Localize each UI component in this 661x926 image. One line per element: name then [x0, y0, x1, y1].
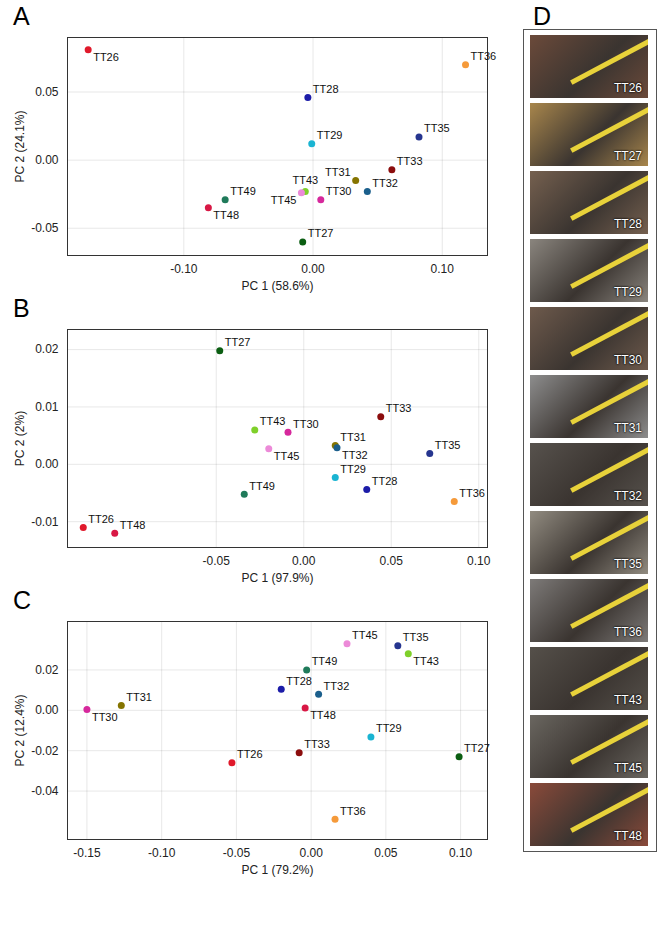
svg-text:TT45: TT45 — [274, 450, 300, 462]
html-text:TT31: TT31 — [614, 421, 642, 435]
svg-text:TT26: TT26 — [88, 513, 114, 525]
svg-text:0.10: 0.10 — [467, 554, 491, 568]
svg-text:TT36: TT36 — [459, 487, 485, 499]
svg-text:0.02: 0.02 — [35, 342, 59, 356]
html-text:D: D — [533, 2, 552, 30]
svg-text:PC 2 (24.1%): PC 2 (24.1%) — [13, 110, 27, 182]
svg-text:-0.01: -0.01 — [31, 515, 59, 529]
svg-text:TT43: TT43 — [260, 415, 286, 427]
svg-text:0.01: 0.01 — [35, 400, 59, 414]
svg-text:TT48: TT48 — [213, 209, 239, 221]
svg-text:TT29: TT29 — [317, 129, 343, 141]
svg-text:TT31: TT31 — [126, 691, 152, 703]
svg-text:TT45: TT45 — [271, 194, 297, 206]
svg-text:0.00: 0.00 — [35, 457, 59, 471]
svg-text:TT48: TT48 — [120, 519, 146, 531]
svg-text:TT35: TT35 — [424, 122, 450, 134]
svg-text:0.00: 0.00 — [292, 554, 316, 568]
svg-text:TT48: TT48 — [310, 709, 336, 721]
svg-text:0.05: 0.05 — [374, 846, 398, 860]
html-text:TT48: TT48 — [614, 829, 642, 843]
svg-text:TT30: TT30 — [326, 185, 352, 197]
svg-text:TT32: TT32 — [324, 680, 350, 692]
svg-text:TT49: TT49 — [312, 655, 338, 667]
html-text:C: C — [13, 586, 32, 614]
svg-text:TT33: TT33 — [386, 402, 412, 414]
svg-text:PC 1 (79.2%): PC 1 (79.2%) — [241, 863, 313, 877]
svg-text:0.05: 0.05 — [380, 554, 404, 568]
html-text:TT29: TT29 — [614, 285, 642, 299]
svg-text:-0.10: -0.10 — [170, 262, 198, 276]
svg-text:0.05: 0.05 — [35, 85, 59, 99]
svg-text:TT29: TT29 — [376, 722, 402, 734]
svg-text:TT27: TT27 — [225, 336, 251, 348]
html-text:TT43: TT43 — [614, 693, 642, 707]
svg-text:TT36: TT36 — [471, 50, 497, 62]
svg-text:0.00: 0.00 — [35, 153, 59, 167]
html-text:A: A — [13, 2, 30, 30]
svg-text:-0.02: -0.02 — [31, 744, 59, 758]
svg-text:0.00: 0.00 — [35, 703, 59, 717]
svg-text:TT30: TT30 — [293, 418, 319, 430]
svg-text:TT26: TT26 — [237, 748, 263, 760]
svg-text:TT28: TT28 — [372, 475, 398, 487]
svg-text:TT35: TT35 — [403, 631, 429, 643]
html-text:TT28: TT28 — [614, 217, 642, 231]
svg-text:TT43: TT43 — [413, 655, 439, 667]
svg-text:PC 1 (97.9%): PC 1 (97.9%) — [241, 571, 313, 585]
html-text:TT27: TT27 — [614, 149, 642, 163]
svg-text:0.00: 0.00 — [301, 262, 325, 276]
svg-text:TT31: TT31 — [340, 431, 366, 443]
html-text:TT30: TT30 — [614, 353, 642, 367]
svg-text:TT45: TT45 — [352, 629, 378, 641]
svg-text:TT43: TT43 — [292, 174, 318, 186]
svg-text:PC 1 (58.6%): PC 1 (58.6%) — [241, 279, 313, 293]
html-text:TT35: TT35 — [614, 557, 642, 571]
svg-text:0.10: 0.10 — [431, 262, 455, 276]
svg-text:PC 2 (12.4%): PC 2 (12.4%) — [13, 694, 27, 766]
svg-text:0.00: 0.00 — [299, 846, 323, 860]
svg-text:-0.05: -0.05 — [203, 554, 231, 568]
svg-text:-0.10: -0.10 — [148, 846, 176, 860]
svg-text:TT26: TT26 — [93, 51, 119, 63]
svg-text:-0.15: -0.15 — [73, 846, 101, 860]
svg-text:-0.04: -0.04 — [31, 784, 59, 798]
html-text:B: B — [13, 294, 30, 322]
svg-text:TT33: TT33 — [304, 738, 330, 750]
html-text:TT32: TT32 — [614, 489, 642, 503]
svg-text:TT35: TT35 — [435, 439, 461, 451]
svg-text:TT27: TT27 — [308, 227, 334, 239]
html-text:TT26: TT26 — [614, 81, 642, 95]
svg-text:0.02: 0.02 — [35, 663, 59, 677]
svg-text:0.10: 0.10 — [449, 846, 473, 860]
svg-text:TT29: TT29 — [340, 463, 366, 475]
svg-text:TT27: TT27 — [464, 742, 490, 754]
svg-text:PC 2 (2%): PC 2 (2%) — [13, 411, 27, 466]
svg-text:TT28: TT28 — [286, 675, 312, 687]
svg-text:TT31: TT31 — [325, 166, 351, 178]
svg-text:-0.05: -0.05 — [223, 846, 251, 860]
svg-text:TT36: TT36 — [340, 805, 366, 817]
svg-text:TT49: TT49 — [249, 480, 275, 492]
svg-text:TT32: TT32 — [372, 177, 398, 189]
svg-text:TT28: TT28 — [313, 83, 339, 95]
svg-text:TT49: TT49 — [230, 185, 256, 197]
svg-text:TT33: TT33 — [397, 155, 423, 167]
svg-text:TT32: TT32 — [342, 449, 368, 461]
svg-text:TT30: TT30 — [92, 711, 118, 723]
svg-text:-0.05: -0.05 — [31, 221, 59, 235]
html-text:TT36: TT36 — [614, 625, 642, 639]
html-text:TT45: TT45 — [614, 761, 642, 775]
